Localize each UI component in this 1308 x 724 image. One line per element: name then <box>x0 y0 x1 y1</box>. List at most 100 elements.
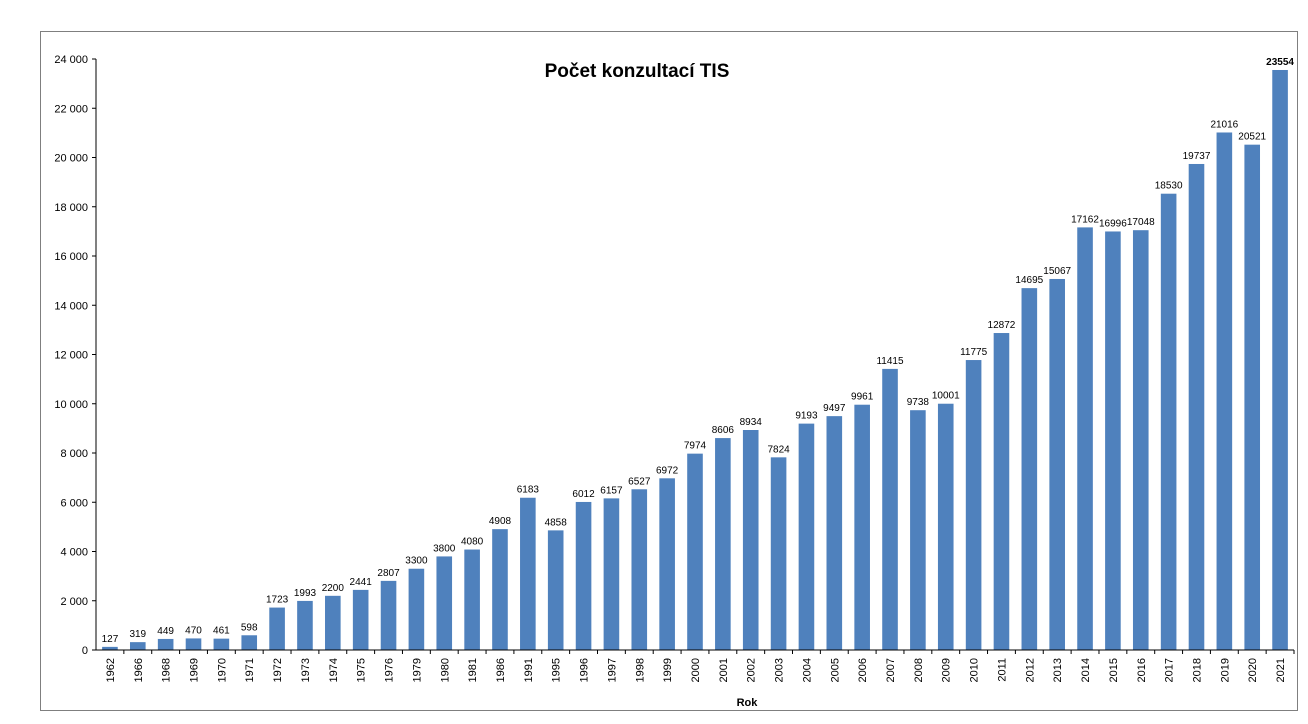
bar-1998 <box>631 489 648 650</box>
data-label-2018: 19737 <box>1183 151 1211 162</box>
x-tick-label-2021: 2021 <box>1275 658 1287 682</box>
bar-2010 <box>965 360 982 650</box>
data-label-1969: 470 <box>185 625 202 636</box>
bar-1976 <box>380 580 397 650</box>
x-tick-label-1966: 1966 <box>133 658 145 682</box>
x-tick-label-2017: 2017 <box>1164 658 1176 682</box>
bar-2021 <box>1272 69 1288 651</box>
bar-1981 <box>464 549 480 650</box>
data-label-2009: 10001 <box>932 391 960 402</box>
x-tick-label-2010: 2010 <box>969 658 981 682</box>
x-tick-label-1979: 1979 <box>411 658 423 682</box>
bar-1971 <box>241 635 258 650</box>
data-label-1971: 598 <box>241 622 258 633</box>
bar-1969 <box>185 638 202 650</box>
y-tick-label: 24 000 <box>54 54 88 66</box>
y-tick-label: 18 000 <box>54 202 88 214</box>
x-tick-label-1968: 1968 <box>161 658 173 682</box>
data-label-2012: 14695 <box>1015 275 1043 286</box>
data-label-1970: 461 <box>213 626 230 637</box>
data-label-1998: 6527 <box>628 476 651 487</box>
bar-2001 <box>715 438 731 650</box>
data-label-2010: 11775 <box>960 347 988 358</box>
x-tick-label-2015: 2015 <box>1108 658 1120 682</box>
chart-title: Počet konzultací TIS <box>545 61 730 82</box>
data-label-1973: 1993 <box>294 588 317 599</box>
x-tick-label-2007: 2007 <box>885 658 897 682</box>
bar-2017 <box>1160 193 1177 651</box>
chart-frame: Počet konzultací TIS 0 2 000 4 000 6 000 8 0… <box>40 31 1298 711</box>
bar-2006 <box>854 404 870 650</box>
x-tick-label-2000: 2000 <box>690 658 702 682</box>
data-label-2021: 23554 <box>1266 57 1294 68</box>
data-label-1981: 4080 <box>461 537 484 548</box>
bar-1975 <box>352 589 369 650</box>
y-tick-label: 0 <box>82 645 88 657</box>
x-tick-label-1991: 1991 <box>523 658 535 682</box>
x-axis-title: Rok <box>737 697 759 709</box>
x-tick-label-1969: 1969 <box>189 658 201 682</box>
data-label-1979: 3300 <box>405 556 428 567</box>
bar-2009 <box>937 403 954 650</box>
y-tick-label: 8 000 <box>60 448 88 460</box>
bar-2016 <box>1132 230 1149 650</box>
bars <box>102 69 1288 651</box>
y-tick-label: 4 000 <box>60 547 88 559</box>
bar-1986 <box>492 529 508 650</box>
x-tick-label-2005: 2005 <box>829 658 841 682</box>
bar-2018 <box>1188 163 1205 650</box>
bar-1966 <box>129 642 146 650</box>
x-tick-label-2001: 2001 <box>718 658 730 682</box>
bar-1996 <box>575 501 592 650</box>
data-label-2007: 11415 <box>876 356 904 367</box>
x-tick-label-1970: 1970 <box>216 658 228 682</box>
y-tick-label: 6 000 <box>60 497 88 509</box>
y-tick-label: 12 000 <box>54 350 88 362</box>
y-tick-label: 20 000 <box>54 153 88 165</box>
x-tick-label-1971: 1971 <box>244 658 256 682</box>
bar-1997 <box>603 498 620 650</box>
bar-1970 <box>213 638 230 650</box>
x-tick-label-2019: 2019 <box>1219 658 1231 682</box>
y-tick-label: 16 000 <box>54 251 88 263</box>
bar-1991 <box>520 497 536 650</box>
x-tick-label-1976: 1976 <box>384 658 396 682</box>
data-label-1962: 127 <box>102 634 119 645</box>
data-label-2015: 16996 <box>1099 218 1127 229</box>
bar-2008 <box>910 410 926 650</box>
data-label-2004: 9193 <box>795 411 818 422</box>
y-tick-label: 10 000 <box>54 399 88 411</box>
x-tick-label-2016: 2016 <box>1136 658 1148 682</box>
x-tick-label-1997: 1997 <box>606 658 618 682</box>
bar-2015 <box>1105 231 1121 650</box>
x-tick-label-2002: 2002 <box>746 658 758 682</box>
x-axis-ticks: 1962 1966 1968 1969 1970 1971 1972 1973 1974 1975… <box>105 650 1295 682</box>
y-tick-label: 2 000 <box>60 596 88 608</box>
x-tick-label-1986: 1986 <box>495 658 507 682</box>
x-tick-label-1996: 1996 <box>579 658 591 682</box>
bar-1973 <box>297 600 313 650</box>
data-label-2019: 21016 <box>1210 119 1238 130</box>
data-label-2014: 17162 <box>1071 214 1099 225</box>
data-label-1991: 6183 <box>517 485 540 496</box>
data-label-2017: 18530 <box>1155 181 1183 192</box>
bar-1995 <box>547 530 564 650</box>
x-tick-label-1973: 1973 <box>300 658 312 682</box>
data-label-2008: 9738 <box>907 397 930 408</box>
y-tick-label: 14 000 <box>54 300 88 312</box>
data-label-1976: 2807 <box>377 568 400 579</box>
bar-1979 <box>408 568 425 650</box>
data-label-1996: 6012 <box>572 489 595 500</box>
bar-2020 <box>1244 144 1261 650</box>
bar-2013 <box>1049 278 1065 650</box>
x-tick-label-2011: 2011 <box>996 658 1008 682</box>
data-label-2016: 17048 <box>1127 217 1155 228</box>
x-tick-label-2008: 2008 <box>913 658 925 682</box>
bar-2003 <box>770 457 787 650</box>
x-tick-label-2012: 2012 <box>1024 658 1036 682</box>
x-tick-label-2018: 2018 <box>1191 658 1203 682</box>
data-label-2000: 7974 <box>684 441 707 452</box>
x-tick-label-1974: 1974 <box>328 658 340 682</box>
x-tick-label-1998: 1998 <box>634 658 646 682</box>
data-label-2003: 7824 <box>767 444 790 455</box>
